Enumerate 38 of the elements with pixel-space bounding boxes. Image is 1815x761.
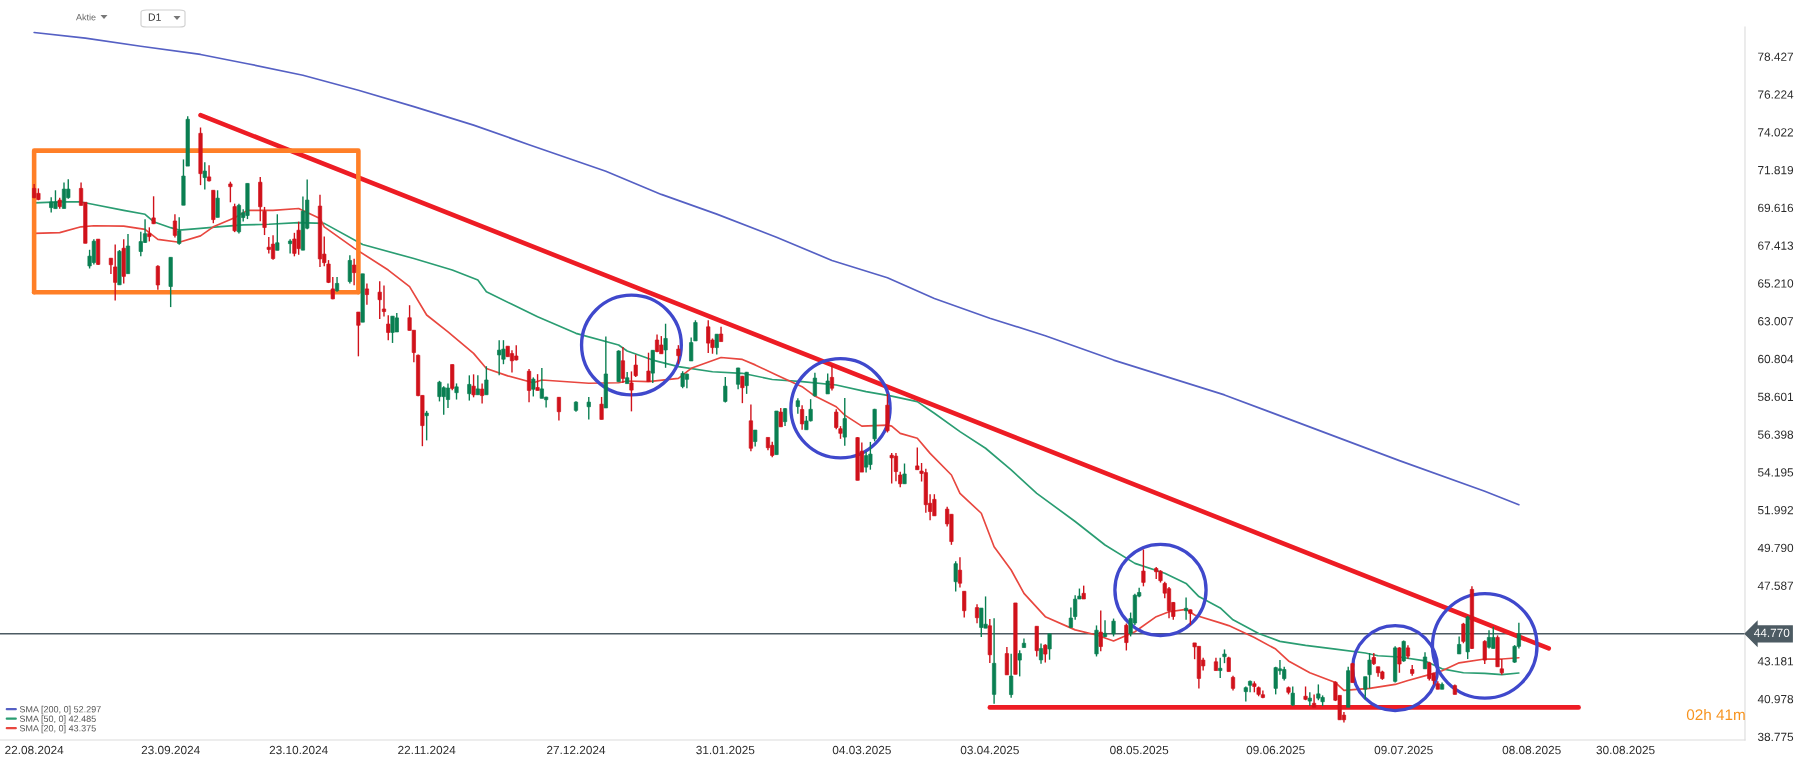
x-tick-label: 03.04.2025 (960, 745, 1019, 755)
y-tick-label: 54.195 (1757, 468, 1794, 477)
y-tick-label: 40.978 (1757, 694, 1794, 704)
y-tick-label: 63.007 (1758, 317, 1794, 326)
x-tick-label: 09.06.2025 (1246, 745, 1305, 755)
y-tick-label: 51.992 (1757, 505, 1794, 515)
y-tick-label: 60.804 (1758, 354, 1794, 364)
y-tick-label: 76.224 (1758, 90, 1794, 99)
y-tick-label: 49.790 (1757, 543, 1794, 553)
y-tick-label: 67.413 (1758, 241, 1794, 250)
y-tick-label: 38.775 (1757, 732, 1794, 742)
y-tick-label: 43.181 (1757, 657, 1794, 666)
ref-line-label: 44.770 (1754, 628, 1790, 637)
text: Aktie (76, 13, 96, 21)
legend-label: SMA [50, 0] 42.485 (19, 715, 96, 724)
x-tick-label: 09.07.2025 (1374, 745, 1433, 755)
x-tick-label: 23.10.2024 (269, 745, 328, 755)
x-tick-label: 31.01.2025 (696, 745, 755, 755)
x-tick-label: 08.08.2025 (1502, 745, 1561, 755)
text: D1 (148, 13, 161, 21)
x-tick-label: 30.08.2025 (1596, 745, 1655, 755)
x-tick-label: 04.03.2025 (832, 745, 891, 755)
y-tick-label: 65.210 (1758, 279, 1794, 288)
legend-label: SMA [200, 0] 52.297 (19, 705, 101, 715)
y-tick-label: 71.819 (1758, 165, 1794, 175)
y-tick-label: 78.427 (1758, 52, 1794, 61)
x-tick-label: 22.08.2024 (5, 745, 64, 755)
x-tick-label: 27.12.2024 (547, 745, 606, 755)
y-tick-label: 69.616 (1758, 203, 1794, 213)
x-tick-label: 08.05.2025 (1110, 745, 1169, 755)
legend-label: SMA [20, 0] 43.375 (19, 724, 96, 734)
x-tick-label: 23.09.2024 (141, 745, 200, 755)
y-tick-label: 47.587 (1757, 581, 1794, 590)
x-tick-label: 22.11.2024 (398, 745, 456, 755)
y-tick-label: 58.601 (1757, 392, 1794, 401)
annotation: 02h 41m (1686, 708, 1745, 721)
y-tick-label: 74.022 (1758, 128, 1794, 137)
y-tick-label: 56.398 (1757, 430, 1794, 439)
